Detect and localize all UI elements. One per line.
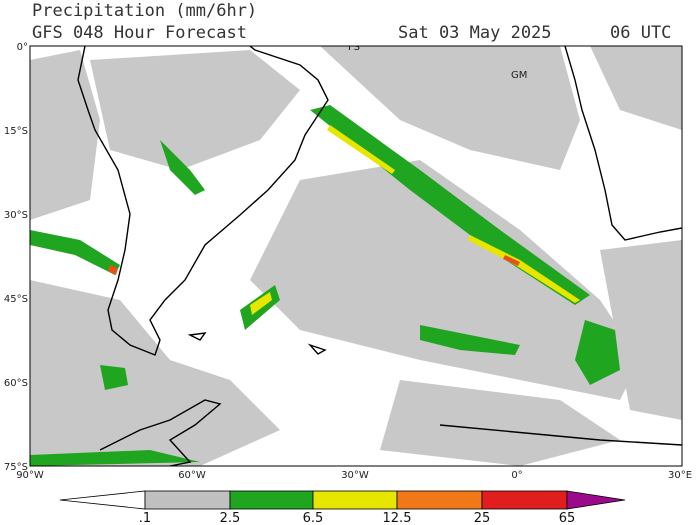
colorbar-swatch	[566, 490, 626, 510]
colorbar-swatch	[481, 490, 568, 510]
lat-label: 30°S	[4, 210, 28, 221]
lat-label: 45°S	[4, 294, 28, 305]
intense-precip	[108, 255, 520, 275]
lon-label: 90°W	[16, 470, 44, 481]
colorbar	[59, 490, 626, 510]
light-precip	[30, 46, 682, 466]
date: Sat 03 May 2025	[398, 23, 552, 43]
lon-label: 30°W	[341, 470, 369, 481]
map: FS GM	[29, 42, 683, 467]
colorbar-label: 25	[474, 511, 491, 525]
colorbar-swatch	[144, 490, 231, 510]
heavy-precip	[250, 125, 580, 315]
colorbar-label: 12.5	[383, 511, 412, 525]
lon-labels: 90°W 60°W 30°W 0° 30°E	[16, 470, 692, 481]
lon-label: 0°	[511, 470, 522, 481]
colorbar-label: 2.5	[220, 511, 241, 525]
lon-label: 30°E	[668, 470, 692, 481]
lat-label: 15°S	[4, 126, 28, 137]
subtitle: GFS 048 Hour Forecast	[32, 23, 247, 43]
colorbar-swatch	[312, 490, 398, 510]
colorbar-label: 6.5	[303, 511, 324, 525]
colorbar-labels: .1 2.5 6.5 12.5 25 65	[139, 511, 575, 525]
lat-labels: 0° 15°S 30°S 45°S 60°S 75°S	[4, 42, 28, 473]
lat-label: 75°S	[4, 462, 28, 473]
colorbar-swatch	[229, 490, 314, 510]
map-label: GM	[511, 70, 527, 81]
colorbar-label: 65	[559, 511, 576, 525]
colorbar-swatch	[59, 490, 146, 510]
map-frame	[29, 45, 683, 467]
lon-label: 60°W	[178, 470, 206, 481]
colorbar-label: .1	[139, 511, 151, 525]
lat-label: 0°	[17, 42, 28, 53]
moderate-precip	[30, 105, 620, 466]
title: Precipitation (mm/6hr)	[32, 1, 257, 21]
coastlines	[77, 46, 682, 466]
map-label: FS	[348, 42, 360, 53]
time: 06 UTC	[610, 23, 671, 43]
lat-label: 60°S	[4, 378, 28, 389]
colorbar-swatch	[396, 490, 483, 510]
